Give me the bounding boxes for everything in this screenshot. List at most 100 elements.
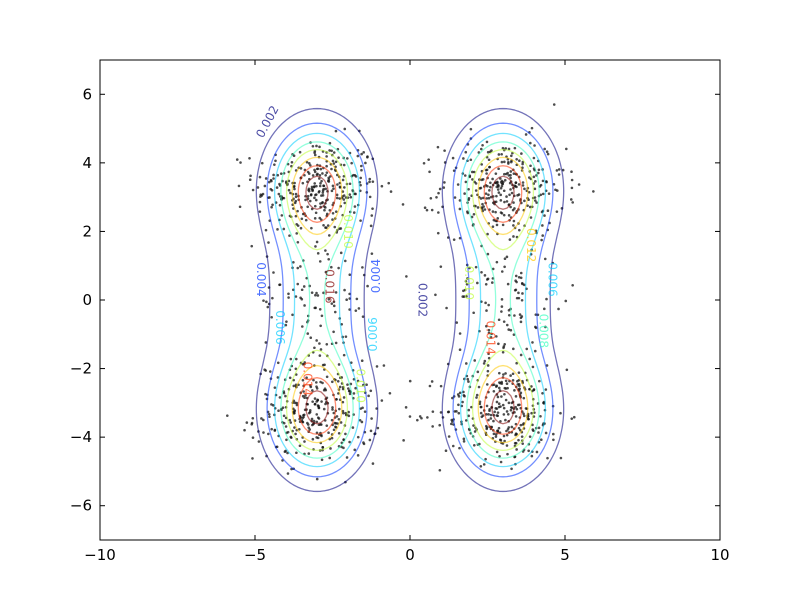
- scatter-point: [423, 206, 427, 210]
- scatter-point: [528, 435, 532, 438]
- scatter-point: [507, 174, 511, 177]
- scatter-point: [488, 165, 491, 169]
- scatter-point: [515, 361, 518, 365]
- scatter-point: [334, 210, 338, 213]
- scatter-point: [497, 167, 500, 171]
- scatter-point: [353, 192, 356, 196]
- scatter-point: [463, 288, 467, 292]
- scatter-point: [243, 428, 246, 432]
- scatter-point: [380, 184, 384, 188]
- contour-line-0-01: [285, 149, 535, 451]
- scatter-point: [467, 408, 471, 412]
- scatter-point: [276, 173, 280, 177]
- scatter-point: [485, 404, 489, 408]
- scatter-point: [515, 448, 518, 451]
- scatter-point: [517, 296, 521, 300]
- scatter-point: [532, 388, 536, 392]
- scatter-point: [319, 167, 323, 171]
- scatter-point: [501, 182, 505, 186]
- y-tick-label: 2: [82, 222, 92, 240]
- scatter-point: [333, 310, 337, 314]
- scatter-point: [319, 324, 322, 328]
- scatter-point: [543, 307, 546, 311]
- scatter-point: [457, 403, 460, 407]
- scatter-point: [277, 409, 280, 413]
- scatter-point: [482, 362, 486, 365]
- scatter-point: [519, 353, 523, 357]
- scatter-point: [321, 201, 324, 205]
- y-tick-label: 6: [82, 85, 92, 103]
- contour-line-0-006: [273, 132, 547, 468]
- scatter-point: [492, 419, 495, 423]
- scatter-point: [334, 341, 338, 345]
- scatter-point: [512, 172, 516, 175]
- scatter-point: [226, 414, 229, 417]
- scatter-point: [312, 185, 316, 189]
- scatter-point: [514, 288, 518, 292]
- scatter-point: [362, 441, 365, 444]
- scatter-point: [462, 157, 465, 160]
- scatter-point: [356, 154, 360, 158]
- scatter-point: [280, 214, 284, 217]
- scatter-point: [475, 393, 479, 397]
- scatter-point: [467, 380, 470, 383]
- scatter-point: [356, 379, 360, 383]
- scatter-point: [301, 325, 304, 328]
- scatter-point: [510, 425, 514, 429]
- scatter-point: [438, 468, 442, 472]
- scatter-point: [462, 437, 466, 441]
- scatter-point: [539, 438, 543, 442]
- scatter-point: [306, 421, 309, 425]
- scatter-point: [289, 191, 292, 195]
- scatter-point: [279, 172, 283, 175]
- scatter-point: [494, 172, 498, 175]
- scatter-point: [345, 456, 349, 459]
- scatter-point: [337, 156, 340, 159]
- scatter-point: [263, 368, 266, 371]
- scatter-point: [369, 389, 373, 393]
- scatter-point: [514, 395, 518, 398]
- scatter-point: [504, 398, 508, 402]
- scatter-point: [326, 252, 329, 256]
- scatter-point: [478, 400, 482, 404]
- scatter-point: [294, 367, 298, 371]
- scatter-point: [327, 297, 331, 301]
- scatter-point: [332, 428, 336, 432]
- scatter-point: [262, 299, 265, 302]
- scatter-point: [309, 336, 313, 340]
- scatter-point: [513, 389, 516, 392]
- scatter-point: [315, 291, 318, 295]
- scatter-point: [315, 420, 319, 424]
- scatter-point: [315, 431, 319, 435]
- scatter-point: [357, 307, 361, 310]
- scatter-point: [521, 442, 524, 445]
- scatter-point: [518, 159, 521, 163]
- scatter-point: [368, 195, 372, 199]
- scatter-point: [371, 207, 374, 210]
- scatter-point: [496, 395, 500, 399]
- scatter-point: [315, 167, 319, 171]
- scatter-point: [486, 150, 490, 154]
- scatter-point: [501, 146, 505, 150]
- scatter-point: [483, 359, 487, 363]
- scatter-point: [510, 154, 513, 158]
- scatter-point: [368, 177, 372, 181]
- scatter-point: [418, 415, 422, 418]
- scatter-point: [503, 160, 506, 164]
- scatter-point: [546, 456, 549, 460]
- scatter-point: [352, 392, 356, 395]
- scatter-point: [416, 418, 419, 422]
- scatter-point: [534, 180, 537, 183]
- scatter-point: [514, 405, 517, 409]
- scatter-point: [491, 177, 494, 181]
- scatter-point: [519, 391, 523, 395]
- scatter-point: [439, 411, 443, 414]
- scatter-point: [543, 214, 546, 217]
- scatter-point: [508, 193, 511, 197]
- scatter-point: [507, 313, 511, 317]
- scatter-point: [343, 127, 347, 131]
- scatter-point: [487, 158, 491, 162]
- scatter-point: [316, 404, 320, 407]
- scatter-point: [480, 415, 484, 419]
- axes-background: [100, 60, 720, 540]
